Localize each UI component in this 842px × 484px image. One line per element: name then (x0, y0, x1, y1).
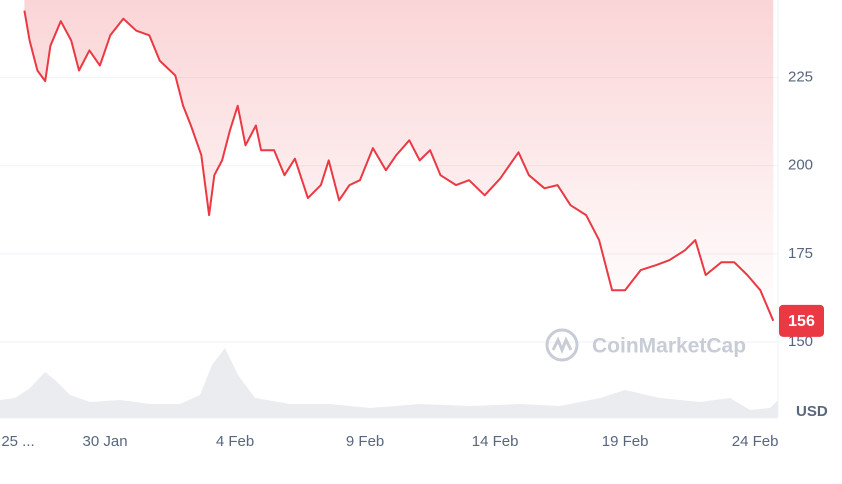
y-tick-label: 200 (788, 157, 813, 174)
x-tick-label: 4 Feb (216, 433, 254, 450)
price-line (23, 10, 775, 322)
price-area (24, 0, 774, 321)
watermark: CoinMarketCap (545, 328, 746, 362)
last-price-label: 156 (788, 313, 815, 330)
currency-label: USD (796, 403, 828, 420)
watermark-text: CoinMarketCap (592, 335, 746, 358)
watermark-logo-mark (551, 336, 573, 355)
x-tick-label: 24 Feb (732, 433, 779, 450)
last-price-badge (779, 304, 824, 337)
y-tick-label: 150 (788, 333, 813, 350)
volume-area (0, 348, 778, 418)
x-tick-label: 14 Feb (472, 433, 519, 450)
y-tick-label: 225 (788, 69, 813, 86)
y-tick-label: 175 (788, 245, 813, 262)
x-tick-label: 19 Feb (602, 433, 649, 450)
x-tick-label: 9 Feb (346, 433, 384, 450)
x-tick-label: 25 ... (1, 433, 34, 450)
watermark-logo (545, 328, 579, 362)
x-tick-label: 30 Jan (83, 433, 128, 450)
